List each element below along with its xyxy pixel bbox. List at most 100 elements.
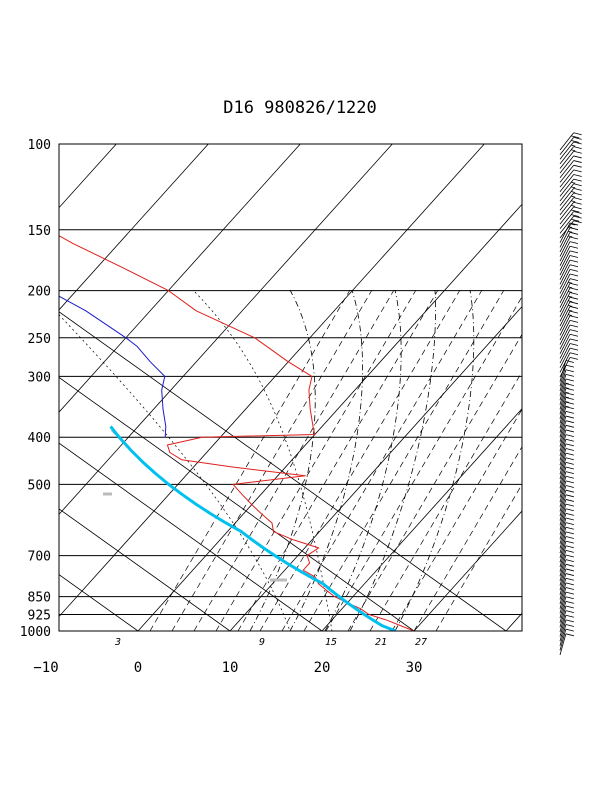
wind-barb <box>559 315 571 336</box>
wind-barb <box>559 559 567 581</box>
wind-barb <box>559 264 571 285</box>
wind-barb-flag <box>569 273 579 277</box>
wind-barb-flag <box>565 605 574 609</box>
wind-barb-half-flag <box>564 391 569 394</box>
wind-barb <box>559 550 567 572</box>
wind-barb <box>559 415 567 438</box>
wind-barb-flag <box>573 160 582 163</box>
wind-barb-flag <box>565 526 574 530</box>
wind-barb <box>559 536 567 558</box>
wind-barb <box>559 554 567 577</box>
wind-barb-flag <box>565 429 574 433</box>
wind-barb <box>559 531 567 554</box>
wind-barb-flag <box>569 278 579 282</box>
wind-barb-flag <box>565 596 574 600</box>
wind-barb-flag <box>573 183 582 187</box>
wind-barb <box>559 587 567 609</box>
wind-barb-flag <box>565 373 574 377</box>
wind-barb-flag <box>569 245 579 249</box>
wind-barb-flag <box>565 369 574 373</box>
pressure-label: 250 <box>28 332 51 347</box>
pressure-label: 100 <box>28 138 51 153</box>
wind-barb-flag <box>573 192 582 196</box>
wind-barb <box>559 269 571 290</box>
wind-barb <box>559 374 567 396</box>
wind-barb-flag <box>571 218 580 222</box>
wind-barb-flag <box>573 169 582 173</box>
wind-barb-flag <box>569 231 579 235</box>
mixing-ratio-line <box>149 289 351 631</box>
wind-barb <box>559 155 574 174</box>
wind-barb <box>559 619 567 642</box>
wind-barb-flag <box>565 401 574 405</box>
wind-barb-half-flag <box>568 230 573 233</box>
wind-barb <box>559 443 567 466</box>
moist-adiabat-line <box>194 291 333 631</box>
wind-barb <box>559 360 567 382</box>
moist-adiabat-line <box>394 289 475 631</box>
wind-barb <box>559 246 571 267</box>
chart-title: D16 980826/1220 <box>223 98 377 118</box>
mixing-ratio-labels: 3 9 15 21 27 <box>114 637 427 648</box>
wind-barb-flag <box>569 250 579 254</box>
wind-barb <box>559 578 567 600</box>
pressure-label: 1000 <box>20 625 51 640</box>
wind-barb <box>559 615 567 637</box>
wind-barb-flag <box>565 545 574 549</box>
wind-barb <box>559 610 567 632</box>
wind-barb-flag <box>565 624 574 627</box>
wind-barb-flag <box>565 550 574 553</box>
isotherm-line <box>321 408 522 631</box>
wind-barb-flag <box>565 591 574 595</box>
wind-barb <box>559 164 574 183</box>
wind-barb <box>559 429 567 452</box>
wind-barb-flag <box>565 364 574 368</box>
wind-barb <box>559 141 574 160</box>
mixing-ratio-line <box>369 371 522 631</box>
wind-barb-flag <box>569 268 579 272</box>
wind-barb <box>559 453 567 475</box>
pressure-label: 300 <box>28 370 51 385</box>
wind-barb-flag <box>569 319 579 323</box>
wind-barb-flag <box>571 135 580 139</box>
wind-barb-half-flag <box>571 181 576 184</box>
wind-barb <box>559 434 567 456</box>
wind-barb <box>559 591 567 614</box>
sounding-curves <box>59 235 415 631</box>
wind-barb <box>559 466 567 489</box>
dry-adiabat-line <box>59 574 139 631</box>
mixing-ratio-line <box>347 333 522 631</box>
wind-barb-flag <box>565 559 574 563</box>
wind-barb <box>559 476 567 498</box>
wind-barb <box>559 494 567 517</box>
wind-barb-flag <box>565 383 574 387</box>
wind-barb-flag <box>565 563 574 567</box>
plot-frame <box>58 143 523 632</box>
wind-barb-half-flag <box>568 295 573 298</box>
wind-barb-flag <box>569 259 579 263</box>
wind-barb-flag <box>565 508 574 512</box>
wind-barb-flag <box>573 215 582 219</box>
dry-adiabat-line <box>59 311 507 631</box>
wind-barb <box>559 151 574 169</box>
wind-barb-flag <box>569 338 579 342</box>
wind-barb-half-flag <box>568 226 573 229</box>
wind-barb-flag <box>573 155 582 159</box>
wind-barb-flag <box>565 540 574 544</box>
pressure-label: 200 <box>28 285 51 300</box>
wind-barb-flag <box>565 475 574 479</box>
wind-barb <box>559 215 574 234</box>
wind-barb-half-flag <box>568 309 573 312</box>
wind-barb <box>559 522 567 544</box>
wind-barb-flag <box>565 461 574 465</box>
wind-barb-flag <box>573 201 582 205</box>
wind-barb-flag <box>565 448 574 451</box>
wind-barb <box>559 329 571 350</box>
mixing-ratio-line <box>171 289 373 631</box>
mixing-ratio-line <box>193 289 395 631</box>
temperature-tick-label: 0 <box>134 660 142 676</box>
wind-barb-flag <box>573 206 582 210</box>
wind-barb <box>559 541 567 563</box>
wind-barb <box>559 236 571 257</box>
mixing-ratio-label: 15 <box>325 637 337 648</box>
